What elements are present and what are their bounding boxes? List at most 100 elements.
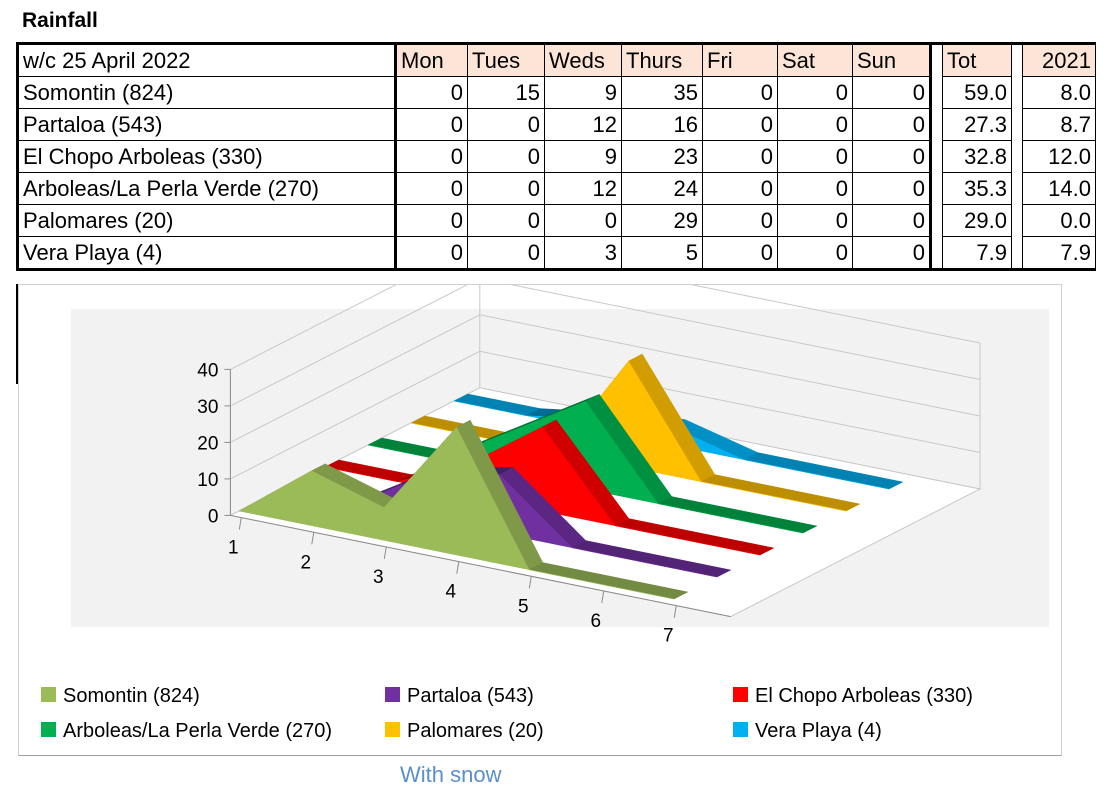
rain-value: 0: [395, 204, 468, 237]
rain-value: 0: [395, 76, 468, 109]
rain-value: 0: [702, 204, 778, 237]
y-tick-label: 20: [197, 433, 218, 454]
rain-value: 0: [467, 204, 545, 237]
prev-year-value: 0.0: [1022, 204, 1096, 237]
table-header-row: w/c 25 April 2022 Mon Tues Weds Thurs Fri Sat S…: [16, 42, 1096, 77]
table-border-left: [16, 284, 19, 384]
day-header: Weds: [544, 42, 622, 77]
rain-value: 0: [395, 236, 468, 271]
column-gap: [1011, 42, 1023, 77]
rain-value: 9: [544, 76, 622, 109]
location-name: Arboleas/La Perla Verde (270): [16, 172, 397, 205]
total-value: 32.8: [942, 140, 1012, 173]
table-row: El Chopo Arboleas (330) 0 0 9 23 0 0 0 32.8 12.0: [16, 140, 1096, 173]
series-area: [238, 426, 675, 600]
column-gap: [1011, 172, 1023, 205]
x-tick-label: 6: [590, 611, 601, 632]
day-header: Thurs: [621, 42, 703, 77]
x-tick: [528, 576, 532, 589]
x-tick: [311, 532, 315, 545]
column-gap: [1011, 108, 1023, 141]
location-name: Vera Playa (4): [16, 236, 397, 271]
rain-value: 3: [544, 236, 622, 271]
x-tick-label: 4: [445, 582, 456, 603]
rain-value: 0: [852, 108, 932, 141]
rain-value: 0: [702, 108, 778, 141]
rain-value: 0: [395, 140, 468, 173]
x-tick-label: 5: [518, 596, 529, 617]
column-gap: [930, 76, 943, 109]
rain-value: 0: [544, 204, 622, 237]
x-tick-label: 3: [373, 567, 384, 588]
rain-value: 29: [621, 204, 703, 237]
rain-value: 0: [777, 108, 853, 141]
rain-value: 0: [467, 236, 545, 271]
x-tick: [601, 590, 605, 604]
gridline: [230, 285, 981, 407]
legend-label: Palomares (20): [407, 720, 544, 742]
column-gap: [1011, 76, 1023, 109]
location-name: Palomares (20): [16, 204, 397, 237]
rain-value: 0: [777, 236, 853, 271]
day-header: Sun: [852, 42, 932, 77]
prev-year-value: 12.0: [1022, 140, 1096, 173]
legend-label: Vera Playa (4): [755, 720, 882, 742]
prev-year-value: 14.0: [1022, 172, 1096, 205]
column-gap: [1011, 140, 1023, 173]
day-header: Sat: [777, 42, 853, 77]
rain-value: 0: [852, 172, 932, 205]
page-title: Rainfall: [22, 9, 98, 32]
total-value: 35.3: [942, 172, 1012, 205]
chart-area: 0 10 20 30 40 1 2 3 4 5 6 7 Somontin (824) Partaloa (…: [18, 284, 1062, 756]
rain-value: 0: [467, 172, 545, 205]
rain-value: 0: [852, 204, 932, 237]
total-value: 27.3: [942, 108, 1012, 141]
legend-label: Partaloa (543): [407, 685, 534, 707]
rainfall-table: w/c 25 April 2022 Mon Tues Weds Thurs Fri Sat S…: [16, 42, 1096, 271]
legend-swatch: [385, 722, 400, 737]
column-gap: [930, 236, 943, 271]
legend-swatch: [385, 687, 400, 702]
column-gap: [930, 108, 943, 141]
rain-value: 0: [777, 140, 853, 173]
total-value: 7.9: [942, 236, 1012, 271]
day-header: Tues: [467, 42, 545, 77]
location-name: El Chopo Arboleas (330): [16, 140, 397, 173]
rain-value: 0: [702, 172, 778, 205]
rain-value: 0: [702, 236, 778, 271]
rain-value: 5: [621, 236, 703, 271]
column-gap: [930, 172, 943, 205]
rain-value: 35: [621, 76, 703, 109]
column-gap: [930, 42, 943, 77]
rainfall-3d-area-chart: 0 10 20 30 40 1 2 3 4 5 6 7 Somontin (824) Partaloa (…: [41, 285, 1049, 742]
rain-value: 16: [621, 108, 703, 141]
prev-year-header: 2021: [1022, 42, 1096, 77]
legend-swatch: [41, 722, 56, 737]
x-tick: [383, 546, 387, 560]
series-area: [324, 426, 761, 556]
prev-year-value: 8.0: [1022, 76, 1096, 109]
rain-value: 9: [544, 140, 622, 173]
day-header: Fri: [702, 42, 778, 77]
table-row: Vera Playa (4) 0 0 3 5 0 0 0 7.9 7.9: [16, 236, 1096, 271]
legend-label: El Chopo Arboleas (330): [755, 685, 973, 707]
rain-value: 0: [852, 76, 932, 109]
table-row: Partaloa (543) 0 0 12 16 0 0 0 27.3 8.7: [16, 108, 1096, 141]
y-tick-label: 40: [197, 360, 218, 381]
gridline: [230, 285, 981, 370]
chart-caption: With snow: [400, 762, 502, 787]
x-tick-label: 7: [663, 626, 674, 647]
x-tick-label: 1: [228, 538, 239, 559]
day-header: Mon: [395, 42, 468, 77]
rain-value: 0: [467, 140, 545, 173]
location-name: Partaloa (543): [16, 108, 397, 141]
legend-swatch: [41, 687, 56, 702]
rain-value: 0: [467, 108, 545, 141]
rain-value: 0: [395, 108, 468, 141]
rain-value: 15: [467, 76, 545, 109]
column-gap: [930, 204, 943, 237]
table-row: Arboleas/La Perla Verde (270) 0 0 12 24 0 0 0 35…: [16, 172, 1096, 205]
total-header: Tot: [942, 42, 1012, 77]
prev-year-value: 8.7: [1022, 108, 1096, 141]
column-gap: [1011, 236, 1023, 271]
